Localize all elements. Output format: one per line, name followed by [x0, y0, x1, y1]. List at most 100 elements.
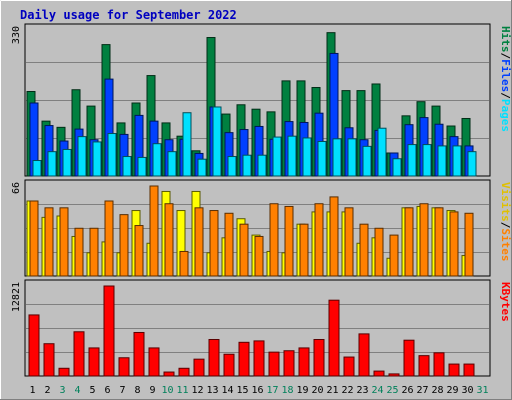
x-tick-label-day-7: 7 — [119, 385, 125, 396]
x-tick-label-day-11: 11 — [176, 385, 188, 396]
bar-sites-day-4 — [74, 227, 84, 277]
bar-sites-day-3 — [59, 207, 69, 277]
x-tick-label-day-6: 6 — [104, 385, 110, 396]
x-tick-label-day-27: 27 — [416, 385, 428, 396]
bar-kbytes-day-8 — [133, 331, 145, 377]
bar-pages-day-17 — [272, 136, 282, 177]
bar-pages-day-27 — [422, 144, 432, 177]
bar-sites-day-21 — [329, 196, 339, 277]
bar-sites-day-2 — [44, 207, 54, 277]
x-tick-label-day-25: 25 — [386, 385, 398, 396]
bar-kbytes-day-24 — [373, 370, 385, 377]
bar-kbytes-day-1 — [28, 314, 40, 377]
legend-item-visits: Visits — [499, 182, 512, 222]
bar-kbytes-day-26 — [403, 339, 415, 377]
bar-pages-day-30 — [467, 151, 477, 177]
bar-pages-day-23 — [362, 145, 372, 177]
bar-sites-day-17 — [269, 203, 279, 277]
x-axis-labels: 1 2 3 4 5 6 7 8 9 10 11 12 13 14 15 16 17 18 19 20 21 22 23 24 2… — [29, 385, 488, 396]
x-tick-label-day-29: 29 — [446, 385, 458, 396]
x-tick-label-day-13: 13 — [206, 385, 218, 396]
bar-pages-day-21 — [332, 138, 342, 177]
legend-item-sites: Sites — [499, 228, 512, 261]
bar-kbytes-day-29 — [448, 363, 460, 377]
bar-sites-day-13 — [209, 210, 219, 277]
x-tick-label-day-24: 24 — [371, 385, 383, 396]
x-tick-label-day-1: 1 — [29, 385, 35, 396]
x-tick-label-day-28: 28 — [431, 385, 443, 396]
bar-kbytes-day-14 — [223, 353, 235, 377]
bar-pages-day-3 — [62, 148, 72, 177]
bar-pages-day-4 — [77, 136, 87, 177]
bar-sites-day-26 — [404, 207, 414, 277]
bar-pages-day-2 — [47, 151, 57, 177]
bar-pages-day-15 — [242, 154, 252, 177]
bar-sites-day-27 — [419, 203, 429, 277]
bar-sites-day-15 — [239, 223, 249, 277]
bar-sites-day-28 — [434, 207, 444, 277]
bar-kbytes-day-21 — [328, 299, 340, 377]
x-tick-label-day-17: 17 — [266, 385, 278, 396]
bar-pages-day-16 — [257, 154, 267, 177]
x-tick-label-day-18: 18 — [281, 385, 293, 396]
bar-kbytes-day-25 — [388, 373, 400, 377]
bar-pages-day-18 — [287, 135, 297, 177]
x-tick-label-day-19: 19 — [296, 385, 308, 396]
legend-item-files: Files — [499, 59, 512, 92]
x-tick-label-day-10: 10 — [161, 385, 173, 396]
x-tick-label-day-14: 14 — [221, 385, 233, 396]
bar-kbytes-day-15 — [238, 341, 250, 377]
x-tick-label-day-23: 23 — [356, 385, 368, 396]
bar-sites-day-8 — [134, 225, 144, 277]
bar-sites-day-14 — [224, 212, 234, 277]
bar-kbytes-day-4 — [73, 331, 85, 377]
bar-pages-day-6 — [107, 133, 117, 177]
x-tick-label-day-3: 3 — [59, 385, 65, 396]
legend-item-separator: / — [499, 53, 512, 60]
bar-kbytes-day-23 — [358, 333, 370, 377]
legend-item-kbytes: KBytes — [499, 282, 512, 322]
bar-sites-day-16 — [254, 235, 264, 277]
bar-kbytes-day-11 — [178, 367, 190, 377]
bar-pages-day-8 — [137, 156, 147, 177]
x-tick-label-day-21: 21 — [326, 385, 338, 396]
bar-sites-day-29 — [449, 211, 459, 277]
x-tick-label-day-5: 5 — [89, 385, 95, 396]
bar-kbytes-day-17 — [268, 351, 280, 377]
bar-pages-day-20 — [317, 140, 327, 177]
bar-pages-day-1 — [32, 160, 42, 177]
x-tick-label-day-15: 15 — [236, 385, 248, 396]
panel-kbytes: 12821 KBytes — [11, 279, 512, 377]
bar-pages-day-14 — [227, 156, 237, 177]
bar-sites-day-12 — [194, 207, 204, 277]
y-max-label-visitors: 66 — [11, 182, 22, 194]
x-tick-label-day-16: 16 — [251, 385, 263, 396]
bar-sites-day-24 — [374, 227, 384, 277]
bar-sites-day-25 — [389, 234, 399, 277]
bar-sites-day-5 — [89, 227, 99, 277]
bar-kbytes-day-16 — [253, 340, 265, 377]
legend-requests: Hits/Files/Pages — [499, 26, 512, 132]
bar-pages-day-7 — [122, 156, 132, 177]
bar-kbytes-day-12 — [193, 358, 205, 377]
x-tick-label-day-12: 12 — [191, 385, 203, 396]
bar-kbytes-day-7 — [118, 357, 130, 377]
x-tick-label-day-26: 26 — [401, 385, 413, 396]
bar-pages-day-11 — [182, 112, 192, 177]
bar-sites-day-10 — [164, 203, 174, 277]
bar-pages-day-22 — [347, 138, 357, 177]
bar-kbytes-day-2 — [43, 343, 55, 377]
bar-kbytes-day-22 — [343, 356, 355, 377]
x-tick-label-day-20: 20 — [311, 385, 323, 396]
bar-pages-day-24 — [377, 127, 387, 177]
panel-visitors: 66 Visits/Sites — [11, 179, 512, 277]
legend-item-hits: Hits — [499, 26, 512, 53]
bar-pages-day-5 — [92, 141, 102, 177]
legend-kbytes: KBytes — [499, 282, 512, 322]
bar-sites-day-20 — [314, 203, 324, 277]
bar-pages-day-25 — [392, 158, 402, 177]
bar-sites-day-18 — [284, 205, 294, 277]
bar-sites-day-22 — [344, 207, 354, 277]
bar-pages-day-9 — [152, 143, 162, 177]
